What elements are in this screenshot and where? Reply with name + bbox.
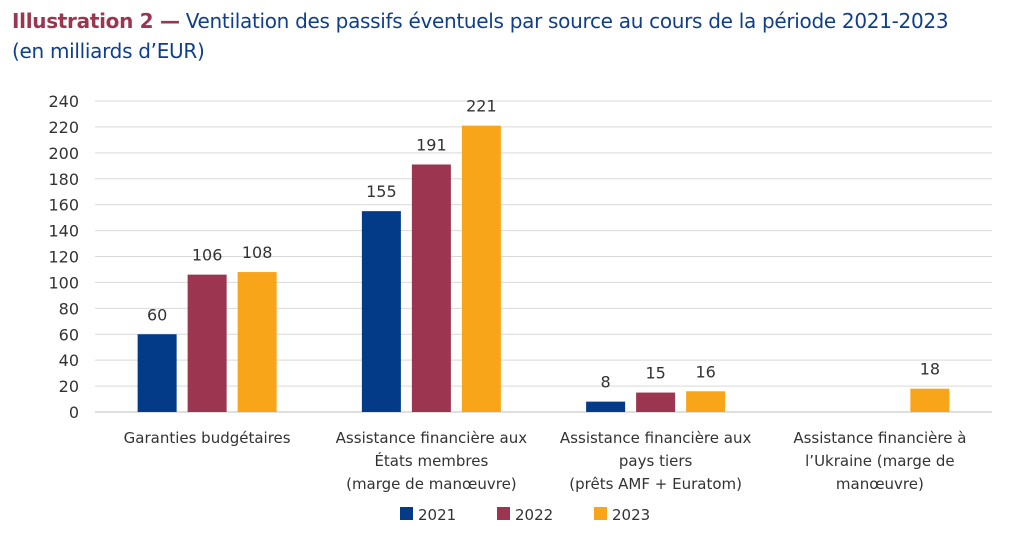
data-label: 155 bbox=[366, 182, 397, 201]
data-label: 108 bbox=[242, 243, 273, 262]
x-category-label: pays tiers bbox=[619, 452, 693, 470]
legend-swatch-2021 bbox=[400, 507, 413, 520]
data-label: 191 bbox=[416, 135, 447, 154]
x-category-label: l’Ukraine (marge de bbox=[805, 452, 954, 470]
x-category-label: (prêts AMF + Euratom) bbox=[569, 475, 742, 493]
x-category-label: Garanties budgétaires bbox=[124, 429, 291, 447]
bar-2022 bbox=[636, 392, 676, 412]
data-label: 221 bbox=[466, 97, 497, 116]
chart-title: Illustration 2 — Ventilation des passifs… bbox=[12, 6, 949, 66]
x-category-label: Assistance financière aux bbox=[336, 429, 528, 447]
bar-2023 bbox=[910, 388, 950, 412]
data-label: 15 bbox=[645, 364, 665, 383]
y-tick-label: 60 bbox=[59, 325, 79, 344]
y-tick-label: 80 bbox=[59, 299, 79, 318]
figure-label: Illustration 2 — bbox=[12, 9, 180, 33]
x-category-label: Assistance financière à bbox=[793, 429, 966, 447]
figure-title: Ventilation des passifs éventuels par so… bbox=[185, 9, 949, 33]
y-tick-label: 200 bbox=[48, 144, 79, 163]
x-category-label: États membres bbox=[374, 451, 488, 470]
legend-label: 2022 bbox=[515, 506, 553, 524]
data-label: 8 bbox=[601, 373, 611, 392]
y-tick-label: 240 bbox=[48, 92, 79, 111]
bar-2022 bbox=[411, 164, 451, 412]
bar-2021 bbox=[137, 334, 177, 412]
bar-2021 bbox=[586, 401, 626, 412]
y-tick-label: 100 bbox=[48, 273, 79, 292]
data-label: 16 bbox=[695, 362, 715, 381]
bar-2023 bbox=[686, 391, 726, 412]
y-tick-label: 180 bbox=[48, 170, 79, 189]
bar-2023 bbox=[461, 125, 501, 412]
x-category-label: manœuvre) bbox=[836, 475, 924, 493]
bar-2023 bbox=[237, 272, 277, 412]
bar-2021 bbox=[361, 211, 401, 412]
y-tick-label: 20 bbox=[59, 377, 79, 396]
legend-label: 2021 bbox=[418, 506, 456, 524]
y-tick-label: 120 bbox=[48, 248, 79, 267]
figure-subtitle: (en milliards d’EUR) bbox=[12, 39, 205, 63]
y-tick-label: 0 bbox=[69, 403, 79, 422]
x-category-label: (marge de manœuvre) bbox=[346, 475, 517, 493]
data-label: 106 bbox=[192, 246, 223, 265]
y-tick-label: 160 bbox=[48, 196, 79, 215]
y-tick-label: 40 bbox=[59, 351, 79, 370]
y-tick-label: 140 bbox=[48, 222, 79, 241]
legend-label: 2023 bbox=[612, 506, 650, 524]
data-label: 60 bbox=[147, 305, 167, 324]
data-label: 18 bbox=[920, 360, 940, 379]
legend-swatch-2023 bbox=[594, 507, 607, 520]
legend-swatch-2022 bbox=[497, 507, 510, 520]
x-category-label: Assistance financière aux bbox=[560, 429, 752, 447]
y-tick-label: 220 bbox=[48, 118, 79, 137]
bar-2022 bbox=[187, 274, 227, 412]
